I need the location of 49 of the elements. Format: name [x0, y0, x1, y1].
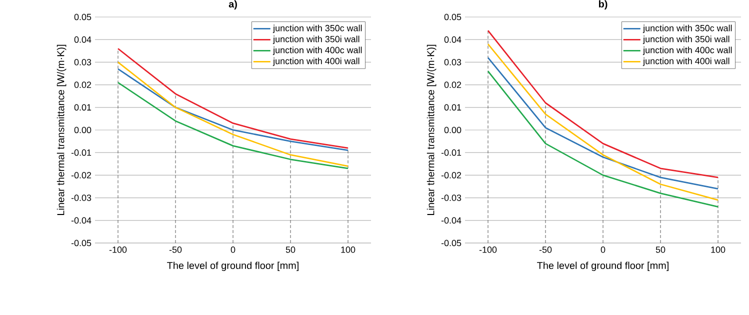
chart-title: a)	[228, 0, 237, 10]
y-tick-label: 0.05	[444, 14, 462, 20]
y-axis-title: Linear thermal transmittance [W/(m·K)]	[56, 44, 66, 215]
y-tick-label: -0.02	[71, 172, 92, 178]
line-series	[117, 82, 349, 170]
y-tick-label: 0.02	[74, 82, 92, 88]
y-tick-label: 0.05	[74, 14, 92, 20]
x-axis-title: The level of ground floor [mm]	[167, 262, 298, 271]
y-tick-label: -0.05	[441, 240, 462, 246]
legend-label: junction with 400c wall	[272, 46, 362, 56]
y-tick-label: -0.02	[441, 172, 462, 178]
line-series	[117, 68, 349, 152]
y-tick-label: -0.01	[71, 149, 92, 156]
x-tick-label: -50	[169, 246, 182, 253]
legend-label: junction with 350c wall	[642, 24, 732, 34]
chart-title: b)	[598, 0, 608, 10]
y-tick-label: 0.00	[74, 126, 92, 134]
legend-label: junction with 350c wall	[272, 24, 362, 34]
x-tick-label: 100	[711, 246, 726, 253]
y-tick-label: -0.01	[441, 149, 462, 156]
y-tick-label: 0.01	[74, 104, 92, 111]
x-tick-label: 50	[286, 246, 296, 253]
y-tick-label: 0.02	[444, 82, 462, 88]
x-tick-label: -100	[479, 246, 497, 253]
y-tick-label: 0.03	[444, 59, 462, 66]
legend-label: junction with 400i wall	[642, 58, 730, 66]
y-tick-label: -0.05	[71, 240, 92, 246]
x-tick-label: 0	[600, 246, 606, 253]
x-axis-title: The level of ground floor [mm]	[537, 262, 668, 271]
y-tick-label: 0.00	[444, 126, 462, 134]
y-tick-label: 0.01	[444, 104, 462, 111]
line-series	[487, 70, 719, 208]
y-tick-label: -0.03	[71, 194, 92, 201]
y-tick-label: 0.04	[74, 36, 92, 43]
x-tick-label: -100	[109, 246, 127, 253]
y-tick-label: -0.04	[71, 217, 92, 224]
legend-label: junction with 400c wall	[642, 46, 732, 56]
x-tick-label: 50	[656, 246, 666, 253]
legend-label: junction with 350i wall	[642, 36, 730, 44]
x-tick-label: -50	[539, 246, 552, 253]
x-tick-label: 100	[341, 246, 356, 253]
legend-label: junction with 350i wall	[272, 36, 360, 44]
legend-label: junction with 400i wall	[272, 58, 360, 66]
x-tick-label: 0	[230, 246, 236, 253]
y-axis-title: Linear thermal transmittance [W/(m·K)]	[426, 44, 436, 215]
y-tick-label: -0.04	[441, 217, 462, 224]
y-tick-label: -0.03	[441, 194, 462, 201]
y-tick-label: 0.04	[444, 36, 462, 43]
y-tick-label: 0.03	[74, 59, 92, 66]
